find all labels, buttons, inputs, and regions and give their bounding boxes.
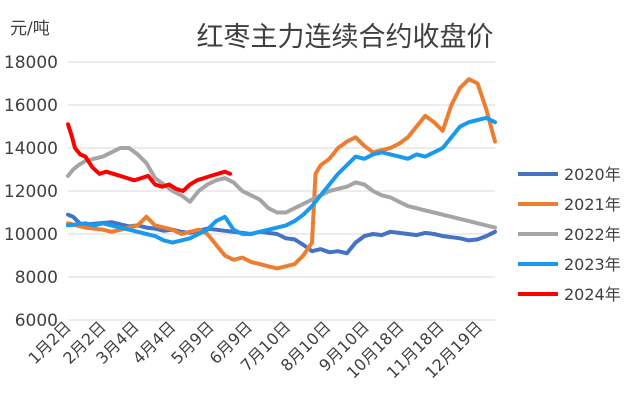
legend-label: 2020年 [564, 165, 621, 184]
series-line-3 [66, 146, 497, 230]
y-tick-label: 10000 [4, 225, 58, 245]
legend-label: 2023年 [564, 255, 621, 274]
legend: 2020年 2021年 2022年 2023年 2024年 [518, 165, 621, 304]
gridlines [68, 61, 495, 321]
series-line-2 [66, 77, 497, 271]
legend-label: 2022年 [564, 225, 621, 244]
y-axis-ticks: 6000 8000 10000 12000 14000 16000 18000 [4, 53, 58, 331]
series-line-4 [66, 115, 497, 245]
y-tick-label: 16000 [4, 96, 58, 116]
legend-label: 2021年 [564, 195, 621, 214]
y-tick-label: 8000 [15, 268, 58, 288]
y-tick-label: 14000 [4, 139, 58, 159]
series-line-5 [66, 122, 233, 193]
chart-title: 红枣主力连续合约收盘价 [197, 22, 494, 53]
y-tick-label: 18000 [4, 53, 58, 73]
x-axis-ticks: 1月2日2月2日3月4日4月4日5月9日6月9日7月10日8月10日9月10日1… [24, 317, 486, 382]
y-tick-label: 6000 [15, 311, 58, 331]
y-unit-label: 元/吨 [10, 19, 50, 39]
series-lines [66, 77, 497, 271]
y-tick-label: 12000 [4, 182, 58, 202]
legend-label: 2024年 [564, 285, 621, 304]
